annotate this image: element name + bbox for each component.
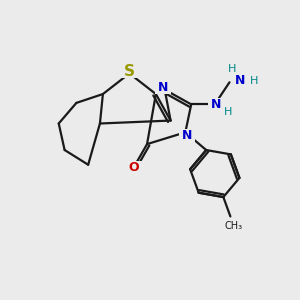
Text: N: N [182, 129, 192, 142]
Bar [155, 81, 172, 94]
Bar [208, 98, 224, 111]
Bar [121, 65, 138, 78]
Text: CH₃: CH₃ [225, 221, 243, 231]
Text: N: N [211, 98, 221, 111]
Text: N: N [158, 81, 168, 94]
Text: N: N [235, 74, 245, 87]
Bar [178, 129, 195, 142]
Bar [126, 161, 142, 174]
Text: S: S [124, 64, 135, 80]
Text: O: O [128, 161, 139, 174]
Bar [232, 74, 248, 87]
Text: H: H [250, 76, 258, 86]
Text: H: H [228, 64, 237, 74]
Text: H: H [224, 107, 232, 117]
